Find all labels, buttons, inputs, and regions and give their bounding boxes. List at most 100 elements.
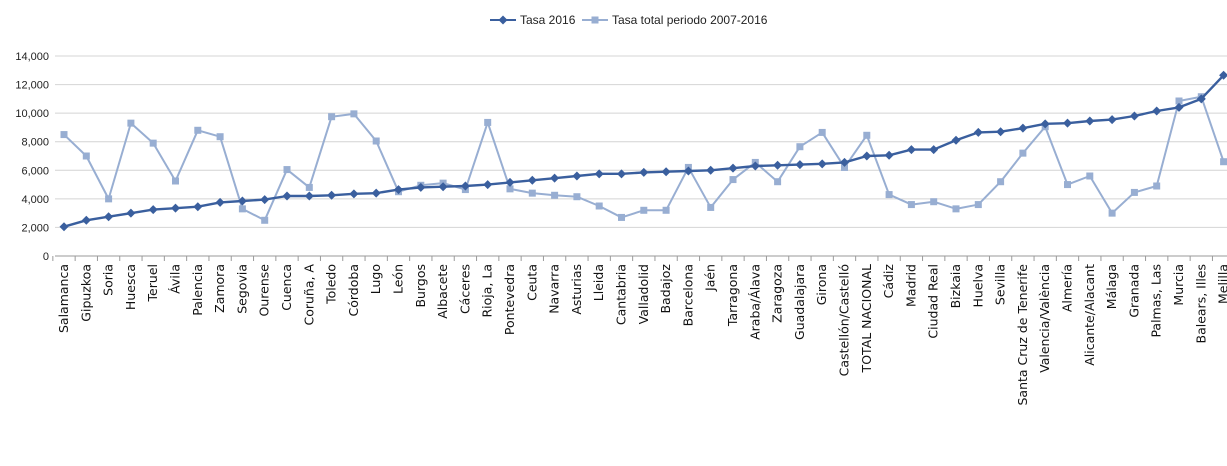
legend-item: Tasa 2016 xyxy=(490,13,576,27)
legend-label: Tasa total periodo 2007-2016 xyxy=(612,13,768,27)
x-category-label: Madrid xyxy=(903,264,918,307)
data-point xyxy=(1108,209,1116,217)
x-category-label: Valencia/València xyxy=(1037,264,1052,373)
x-category-label: Ciudad Real xyxy=(926,264,941,339)
data-point xyxy=(640,206,648,214)
x-category-label: Melilla xyxy=(1216,264,1227,304)
x-category-label: Cantabria xyxy=(614,264,629,325)
x-category-label: TOTAL NACIONAL xyxy=(859,264,874,373)
data-point xyxy=(193,202,203,212)
data-point xyxy=(973,127,983,137)
data-point xyxy=(1220,158,1227,166)
data-point xyxy=(1064,181,1071,189)
x-category-label: Coruña, A xyxy=(301,264,316,326)
data-point xyxy=(327,190,337,200)
x-category-label: Badajoz xyxy=(658,264,673,314)
data-point xyxy=(817,159,827,169)
legend: Tasa 2016 Tasa total periodo 2007-2016 xyxy=(490,13,768,27)
x-category-label: Balears, Illes xyxy=(1193,264,1208,344)
series-tasa-2016 xyxy=(59,70,1227,232)
x-category-label: Pontevedra xyxy=(502,264,517,335)
data-point xyxy=(438,182,448,192)
x-category-label: Asturias xyxy=(569,264,584,315)
data-point xyxy=(59,222,69,232)
data-point xyxy=(505,177,515,187)
data-point xyxy=(172,177,179,185)
y-tick-label: 6,000 xyxy=(21,165,49,177)
data-point xyxy=(1152,106,1162,116)
data-point xyxy=(305,183,313,191)
data-point xyxy=(483,180,493,190)
data-point xyxy=(840,157,849,167)
data-point xyxy=(1129,111,1139,121)
x-category-label: Granada xyxy=(1126,264,1141,318)
data-point xyxy=(149,139,157,147)
data-point xyxy=(82,152,90,160)
x-category-label: Albacete xyxy=(435,264,450,319)
data-point xyxy=(238,205,246,213)
data-point xyxy=(863,131,871,139)
data-point xyxy=(952,205,960,213)
data-point xyxy=(283,166,291,174)
x-category-label: Jaén xyxy=(703,264,718,292)
data-point xyxy=(1196,94,1206,104)
data-point xyxy=(662,206,670,214)
data-point xyxy=(706,165,716,175)
x-category-label: Huesca xyxy=(123,264,138,310)
x-category-label: Palencia xyxy=(190,264,205,316)
x-category-label: Cádiz xyxy=(881,264,896,299)
data-point xyxy=(1018,123,1028,133)
data-point xyxy=(884,150,894,160)
x-category-label: Málaga xyxy=(1104,264,1119,309)
x-category-label: León xyxy=(391,264,406,294)
y-tick-label: 8,000 xyxy=(21,137,49,149)
data-point xyxy=(661,167,671,177)
data-point xyxy=(595,202,603,210)
y-tick-label: 10,000 xyxy=(15,108,49,120)
x-category-label: Lleida xyxy=(591,264,606,301)
data-point xyxy=(81,215,91,225)
x-category-label: Bizkaia xyxy=(948,264,963,308)
data-point xyxy=(1153,182,1161,190)
data-point xyxy=(1085,116,1095,126)
data-point xyxy=(729,176,737,184)
data-point xyxy=(997,178,1005,186)
x-category-label: Ávila xyxy=(168,264,183,294)
x-category-label: Girona xyxy=(814,264,829,305)
data-point xyxy=(930,198,938,206)
data-point xyxy=(171,203,180,213)
data-point xyxy=(282,191,292,201)
data-point xyxy=(683,166,693,176)
data-point xyxy=(618,213,625,221)
data-point xyxy=(216,133,224,141)
x-category-label: Castellón/Castelló xyxy=(837,264,852,376)
data-point xyxy=(996,127,1006,137)
data-point xyxy=(484,118,492,126)
data-point xyxy=(1019,149,1027,157)
legend-item: Tasa total periodo 2007-2016 xyxy=(582,13,768,27)
data-point xyxy=(304,191,314,201)
x-category-label: Zamora xyxy=(212,264,227,313)
data-point xyxy=(907,201,915,209)
x-category-label: Santa Cruz de Tenerife xyxy=(1015,264,1030,406)
data-point xyxy=(194,126,202,134)
data-point xyxy=(594,169,604,179)
x-category-label: Cáceres xyxy=(457,264,472,314)
data-point xyxy=(572,171,582,181)
data-point xyxy=(862,151,872,161)
data-point xyxy=(885,191,893,199)
data-point xyxy=(105,195,113,203)
data-point xyxy=(974,201,982,209)
x-category-label: Gipuzkoa xyxy=(78,264,93,322)
data-point xyxy=(148,205,158,215)
y-tick-label: 0 xyxy=(43,251,49,263)
x-category-label: Ceuta xyxy=(524,264,539,301)
data-point xyxy=(841,163,848,171)
data-point xyxy=(906,145,916,155)
x-category-label: Araba/Álava xyxy=(747,264,762,340)
data-point xyxy=(1086,172,1094,180)
data-point xyxy=(349,189,359,199)
x-category-label: Ourense xyxy=(257,264,272,317)
